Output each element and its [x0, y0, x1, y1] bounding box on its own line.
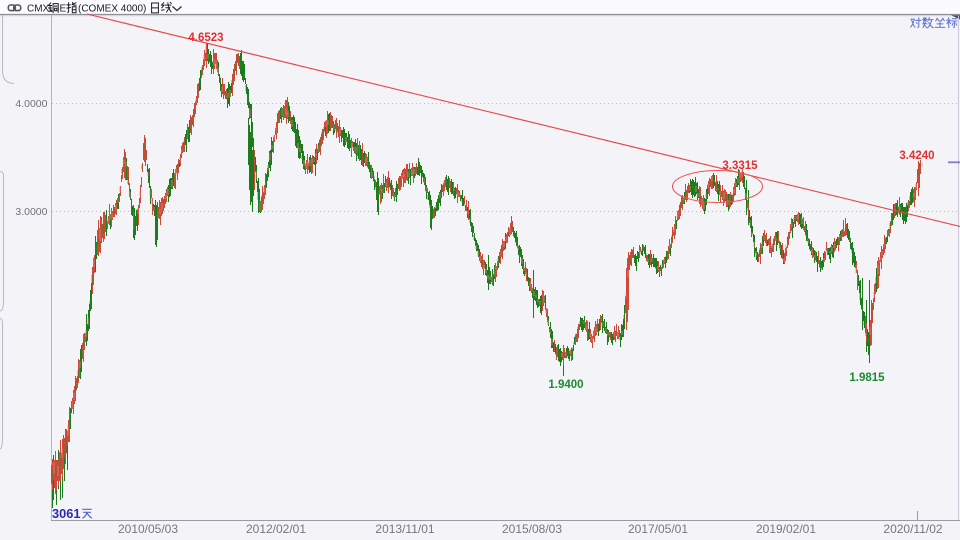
svg-text:1.9400: 1.9400 — [548, 379, 583, 391]
svg-text:2020/11/02: 2020/11/02 — [883, 522, 942, 536]
svg-text:3.4240: 3.4240 — [899, 150, 934, 162]
svg-text:4.6523: 4.6523 — [188, 32, 223, 44]
svg-text:2010/05/03: 2010/05/03 — [118, 522, 178, 536]
svg-text:(COMEX 4000): (COMEX 4000) — [78, 4, 146, 15]
svg-text:1.9815: 1.9815 — [849, 372, 885, 384]
svg-text:3061: 3061 — [52, 506, 80, 521]
svg-text:4.0000: 4.0000 — [15, 98, 47, 110]
svg-text:3.0000: 3.0000 — [15, 206, 47, 218]
svg-text:2012/02/01: 2012/02/01 — [246, 522, 306, 536]
svg-text:3.3315: 3.3315 — [722, 160, 758, 172]
svg-text:E: E — [60, 4, 67, 15]
svg-text:2017/05/01: 2017/05/01 — [628, 522, 688, 536]
svg-text:2013/11/01: 2013/11/01 — [375, 522, 434, 536]
svg-text:2015/08/03: 2015/08/03 — [502, 522, 562, 536]
svg-text:2019/02/01: 2019/02/01 — [756, 522, 816, 536]
svg-text:CMX: CMX — [27, 4, 50, 15]
